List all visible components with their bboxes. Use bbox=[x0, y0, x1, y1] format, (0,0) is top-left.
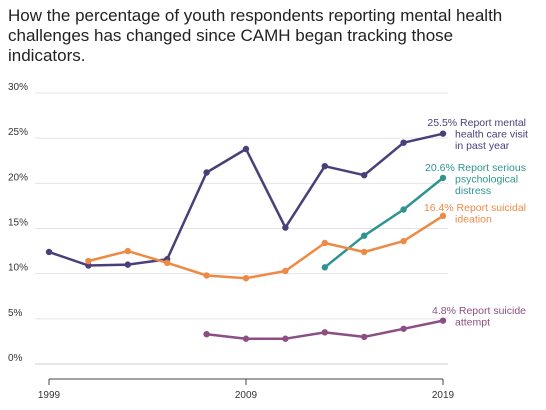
y-tick-label: 30% bbox=[8, 82, 28, 93]
data-point-s2-9 bbox=[439, 212, 447, 220]
data-point-s2-1 bbox=[124, 247, 131, 255]
data-point-s0-5 bbox=[242, 145, 250, 153]
data-point-s1-2 bbox=[400, 206, 407, 213]
series-label-line: health care visit bbox=[455, 129, 528, 141]
data-point-s0-8 bbox=[361, 172, 368, 179]
data-point-s2-4 bbox=[242, 274, 250, 282]
data-point-s0-2 bbox=[124, 261, 131, 268]
y-tick-label: 25% bbox=[8, 127, 28, 138]
data-point-s0-9 bbox=[400, 139, 407, 146]
data-point-s0-7 bbox=[321, 162, 328, 170]
data-point-s2-7 bbox=[361, 248, 368, 256]
y-tick-label: 0% bbox=[8, 353, 23, 364]
series-label-line: 16.4% Report suicidal bbox=[424, 202, 526, 214]
data-point-s2-0 bbox=[85, 257, 92, 265]
data-point-s1-3 bbox=[439, 174, 447, 182]
data-point-s1-1 bbox=[361, 232, 368, 239]
data-point-s0-1 bbox=[85, 262, 92, 269]
data-point-s3-1 bbox=[242, 335, 250, 342]
y-tick-label: 5% bbox=[8, 308, 23, 319]
data-point-s2-5 bbox=[282, 267, 289, 275]
data-point-s0-4 bbox=[203, 169, 210, 176]
series-label-line: 4.8% Report suicide bbox=[432, 305, 526, 317]
data-point-s3-4 bbox=[361, 333, 368, 341]
data-point-s3-3 bbox=[321, 329, 328, 336]
series-label-2: 16.4% Report suicidal ideation bbox=[424, 202, 526, 226]
series-label-line: ideation bbox=[455, 214, 492, 226]
series-label-line: distress bbox=[455, 185, 491, 197]
data-point-s3-2 bbox=[282, 335, 289, 342]
series-label-1: 20.6% Report serious psychological distres… bbox=[425, 162, 526, 197]
data-point-s2-3 bbox=[203, 272, 210, 279]
x-tick-label: 2009 bbox=[235, 390, 258, 401]
data-point-s0-6 bbox=[282, 224, 289, 231]
series-label-line: psychological bbox=[455, 174, 518, 186]
data-point-s2-6 bbox=[321, 239, 328, 247]
chart-title: How the percentage of youth respondents … bbox=[8, 6, 503, 65]
series-line-2 bbox=[87, 214, 445, 280]
series-label-line: in past year bbox=[455, 140, 510, 152]
y-tick-label: 15% bbox=[8, 218, 28, 229]
series-label-3: 4.8% Report suicide attempt bbox=[432, 305, 526, 329]
data-point-s3-5 bbox=[400, 325, 407, 332]
series-label-line: attempt bbox=[455, 317, 490, 329]
x-tick-label: 2019 bbox=[432, 390, 455, 401]
data-point-s2-2 bbox=[164, 259, 171, 267]
series-label-line: 20.6% Report serious bbox=[425, 162, 526, 174]
data-point-s3-0 bbox=[203, 330, 210, 338]
data-point-s0-0 bbox=[45, 248, 53, 256]
data-point-s1-0 bbox=[321, 264, 328, 271]
x-tick-label: 1999 bbox=[38, 390, 61, 401]
series-label-0: 25.5% Report mental health care visit in p… bbox=[427, 117, 528, 152]
data-point-s0-10 bbox=[439, 130, 447, 137]
series-line-1 bbox=[323, 176, 445, 269]
series-label-line: 25.5% Report mental bbox=[427, 117, 526, 129]
data-point-s3-6 bbox=[439, 317, 447, 324]
y-tick-label: 20% bbox=[8, 172, 28, 183]
y-tick-label: 10% bbox=[8, 263, 28, 274]
data-point-s2-8 bbox=[400, 237, 407, 245]
